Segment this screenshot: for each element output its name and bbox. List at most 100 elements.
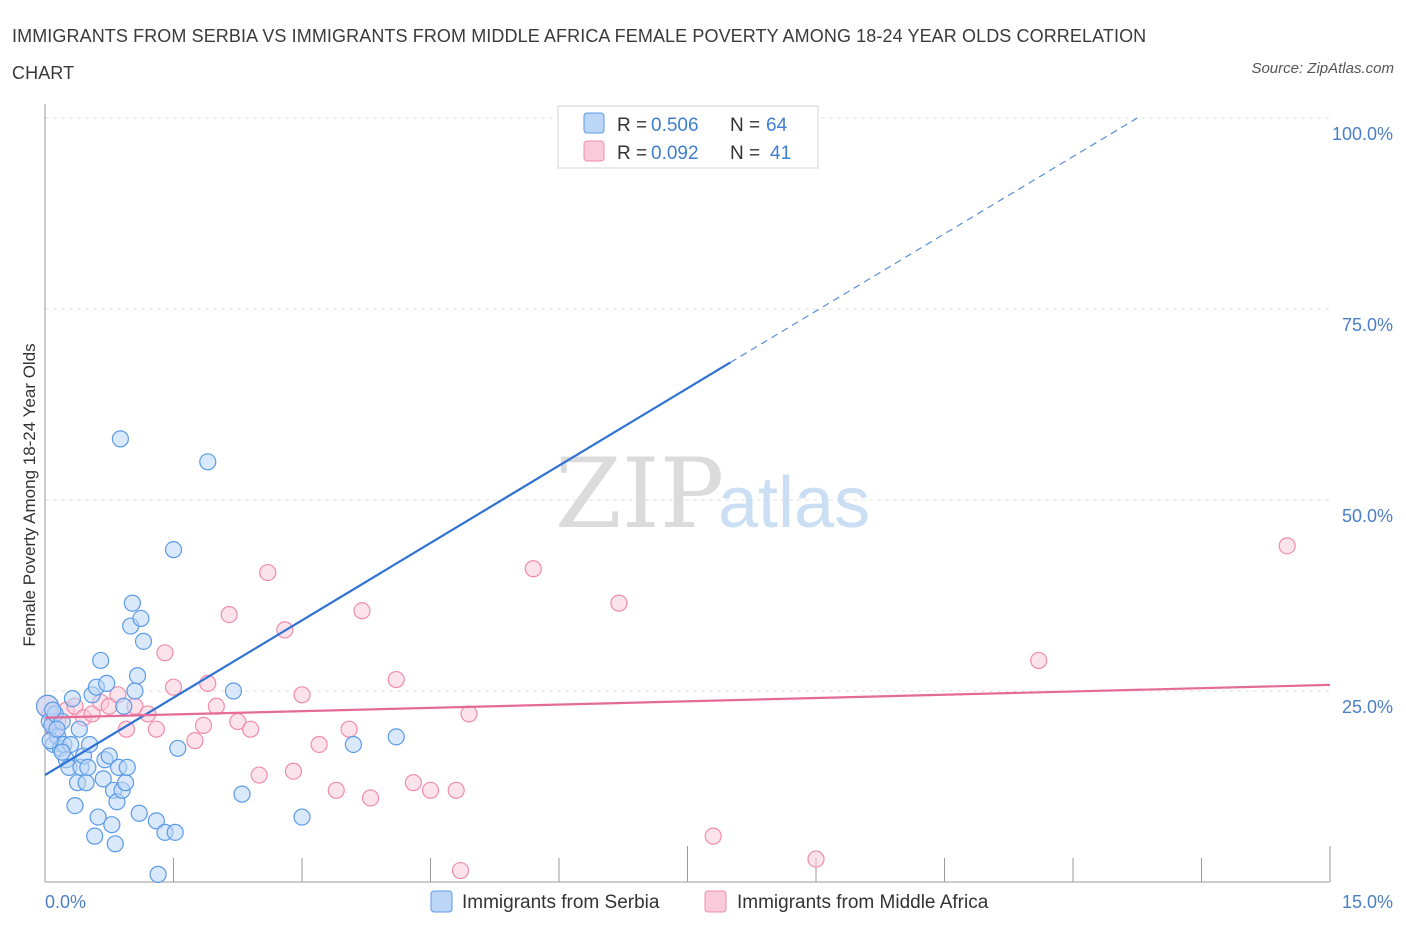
serbia-point-26 <box>94 770 112 788</box>
x-tick-label-min: 0.0% <box>45 892 86 912</box>
serbia-point-42 <box>126 682 144 700</box>
serbia-point-12 <box>63 690 82 708</box>
serbia-point-50 <box>164 541 183 559</box>
serbia-point-28 <box>98 674 116 692</box>
source-label: Source: ZipAtlas.com <box>1251 60 1394 77</box>
serbia-point-56 <box>293 808 311 826</box>
serbia-trend-line <box>44 361 731 776</box>
series-legend: Immigrants from Serbia Immigrants from M… <box>430 890 989 913</box>
africa-point-21 <box>220 605 238 624</box>
serbia-point-54 <box>224 682 243 700</box>
africa-point-28 <box>293 686 311 704</box>
serbia-point-48 <box>149 865 167 883</box>
serbia-point-43 <box>128 667 147 685</box>
serbia-point-39 <box>118 758 136 777</box>
serbia-point-57 <box>344 735 362 754</box>
africa-point-31 <box>340 720 358 738</box>
africa-point-24 <box>250 766 268 784</box>
serbia-point-51 <box>166 823 184 841</box>
serbia-point-30 <box>103 816 121 834</box>
africa-point-29 <box>310 735 328 754</box>
africa-point-16 <box>164 678 183 696</box>
africa-point-42 <box>704 827 722 845</box>
legend-n-value-africa: 41 <box>770 143 791 164</box>
serbia-point-58 <box>387 728 405 746</box>
africa-point-27 <box>284 762 303 780</box>
serbia-point-29 <box>100 747 118 765</box>
watermark-atlas: atlas <box>718 463 870 543</box>
africa-point-39 <box>460 705 478 723</box>
serbia-point-47 <box>147 812 165 830</box>
watermark: ZIP atlas <box>555 438 870 550</box>
africa-point-25 <box>259 563 277 582</box>
africa-points <box>35 537 1296 880</box>
legend-swatch-serbia <box>583 112 605 134</box>
serbia-point-41 <box>123 594 141 612</box>
trend-lines <box>44 117 1331 776</box>
stats-legend: R = 0.506 N = 64 R = 0.092 N = 41 <box>557 105 819 169</box>
africa-point-45 <box>1278 537 1296 555</box>
legend-r-value-africa: 0.092 <box>651 143 699 164</box>
bottom-legend-label-africa: Immigrants from Middle Africa <box>737 892 989 913</box>
y-tick-label-1: 50.0% <box>1342 506 1393 526</box>
serbia-point-15 <box>70 720 88 738</box>
serbia-point-19 <box>79 758 97 777</box>
legend-r-label-africa: R = <box>617 143 647 164</box>
legend-n-label-serbia: N = <box>730 115 760 136</box>
africa-point-23 <box>242 720 260 738</box>
serbia-point-25 <box>92 651 110 670</box>
africa-point-44 <box>1030 651 1048 670</box>
gridlines <box>45 117 1330 692</box>
legend-n-label-africa: N = <box>730 143 760 164</box>
serbia-point-53 <box>199 453 217 471</box>
y-tick-label-0: 25.0% <box>1342 697 1393 717</box>
legend-swatch-africa <box>583 140 605 162</box>
axes <box>44 104 1331 883</box>
africa-point-17 <box>186 732 204 750</box>
africa-point-30 <box>327 781 345 799</box>
serbia-point-44 <box>130 804 148 822</box>
africa-point-35 <box>404 774 422 792</box>
watermark-zip: ZIP <box>555 438 724 550</box>
serbia-point-24 <box>89 808 107 826</box>
legend-r-label-serbia: R = <box>617 115 647 136</box>
legend-r-value-serbia: 0.506 <box>651 115 699 136</box>
africa-point-15 <box>156 644 174 662</box>
africa-point-34 <box>387 670 405 689</box>
serbia-point-22 <box>86 827 104 845</box>
africa-point-32 <box>353 602 371 620</box>
serbia-point-61 <box>44 701 62 719</box>
bottom-legend-swatch-africa <box>704 890 727 913</box>
y-tick-label-2: 75.0% <box>1342 315 1393 335</box>
africa-point-43 <box>807 850 825 868</box>
serbia-point-37 <box>115 697 133 715</box>
africa-trend-line <box>44 683 1331 719</box>
africa-point-37 <box>447 781 465 799</box>
chart-title: IMMIGRANTS FROM SERBIA VS IMMIGRANTS FRO… <box>12 26 1147 83</box>
africa-point-36 <box>421 781 440 799</box>
serbia-point-55 <box>233 785 251 803</box>
africa-point-20 <box>207 697 225 715</box>
africa-point-11 <box>117 720 135 738</box>
africa-point-7 <box>83 705 101 723</box>
legend-n-value-serbia: 64 <box>766 115 788 136</box>
y-tick-label-3: 100.0% <box>1332 124 1393 144</box>
africa-point-33 <box>361 789 380 807</box>
africa-point-41 <box>610 594 628 612</box>
bottom-legend-label-serbia: Immigrants from Serbia <box>462 892 660 913</box>
serbia-point-62 <box>48 720 66 738</box>
y-axis-label: Female Poverty Among 18-24 Year Olds <box>20 343 39 646</box>
serbia-point-63 <box>53 743 71 761</box>
serbia-point-18 <box>77 774 95 792</box>
africa-point-40 <box>524 560 542 578</box>
africa-point-14 <box>147 720 165 738</box>
serbia-point-35 <box>111 430 129 448</box>
serbia-point-32 <box>106 835 124 853</box>
serbia-point-38 <box>116 774 135 792</box>
africa-point-38 <box>451 861 470 880</box>
y-tick-labels: 25.0% 50.0% 75.0% 100.0% <box>1332 124 1393 717</box>
serbia-point-52 <box>169 739 187 757</box>
x-tick-label-max: 15.0% <box>1342 892 1393 912</box>
bottom-legend-swatch-serbia <box>430 890 453 913</box>
